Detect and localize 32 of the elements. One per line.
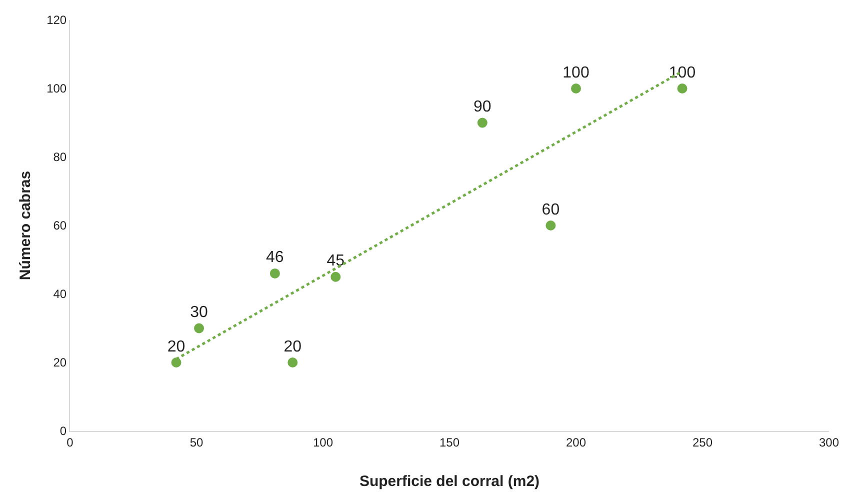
point <box>546 220 556 230</box>
y-tick-label: 120 <box>46 13 67 28</box>
x-axis-title: Superficie del corral (m2) <box>359 473 540 490</box>
data-label: 20 <box>284 338 302 356</box>
x-tick-label: 200 <box>566 435 586 450</box>
data-label: 46 <box>266 249 284 266</box>
y-tick-label: 60 <box>53 218 67 233</box>
point <box>171 358 182 368</box>
point <box>571 84 581 94</box>
x-tick-label: 100 <box>312 435 334 450</box>
y-tick-label: 40 <box>53 287 67 302</box>
x-tick-label: 300 <box>818 435 840 450</box>
data-label: 100 <box>562 64 590 82</box>
point <box>288 358 298 368</box>
point <box>194 323 204 334</box>
data-label: 90 <box>473 98 492 116</box>
y-tick-label: 0 <box>60 424 67 438</box>
data-label: 20 <box>167 338 186 356</box>
y-tick-label: 80 <box>53 150 67 164</box>
x-tick-label: 250 <box>692 435 713 450</box>
data-label: 45 <box>326 252 345 270</box>
point <box>270 268 280 278</box>
x-tick-label: 50 <box>190 435 204 450</box>
point <box>477 118 488 128</box>
y-tick-label: 100 <box>46 82 67 96</box>
point <box>330 272 341 282</box>
data-label: 60 <box>542 201 560 218</box>
y-tick-label: 20 <box>53 356 67 370</box>
point <box>677 84 688 94</box>
data-label: 30 <box>190 304 208 321</box>
x-tick-label: 150 <box>439 435 460 450</box>
y-axis-title: Número cabras <box>17 170 34 280</box>
